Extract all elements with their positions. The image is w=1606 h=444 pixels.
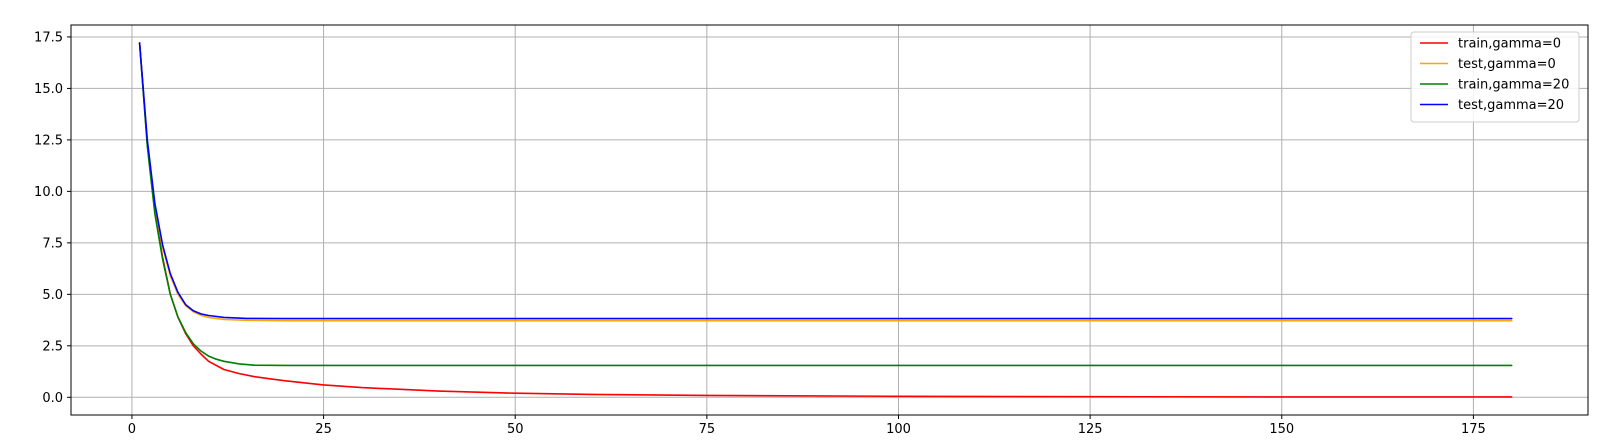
legend: train,gamma=0 test,gamma=0 train,gamma=20 t… (1410, 31, 1580, 123)
x-tick-label: 0 (128, 422, 136, 437)
y-tick-label: 2.5 (42, 339, 63, 354)
legend-label: test,gamma=0 (1458, 57, 1556, 72)
grid (71, 25, 1588, 415)
legend-label: test,gamma=20 (1458, 98, 1564, 113)
y-axis: 0.0 2.5 5.0 7.5 10.0 12.5 15.0 17.5 (34, 30, 71, 406)
y-tick-label: 0.0 (42, 391, 63, 406)
plot-frame (70, 24, 1589, 416)
y-tick-label: 15.0 (34, 82, 63, 97)
legend-box (1410, 31, 1580, 123)
legend-label: train,gamma=20 (1458, 78, 1569, 93)
legend-label: train,gamma=0 (1458, 37, 1561, 52)
y-tick-label: 7.5 (42, 236, 63, 251)
series-line-train-gamma-0 (138, 42, 1513, 398)
x-axis: 0 25 50 75 100 125 150 175 (128, 415, 1486, 437)
series-line-test-gamma-20 (138, 42, 1513, 320)
x-tick-label: 50 (507, 422, 524, 437)
x-tick-label: 175 (1461, 422, 1486, 437)
y-tick-label: 5.0 (42, 288, 63, 303)
x-tick-label: 100 (886, 422, 911, 437)
y-tick-label: 10.0 (34, 185, 63, 200)
series-line-train-gamma-20 (138, 42, 1513, 367)
x-tick-label: 150 (1269, 422, 1294, 437)
y-tick-label: 12.5 (34, 133, 63, 148)
series-line-test-gamma-0 (138, 42, 1513, 322)
x-tick-label: 125 (1078, 422, 1103, 437)
y-tick-label: 17.5 (34, 30, 63, 45)
series-lines (138, 42, 1513, 398)
x-tick-label: 75 (699, 422, 716, 437)
x-tick-label: 25 (315, 422, 332, 437)
